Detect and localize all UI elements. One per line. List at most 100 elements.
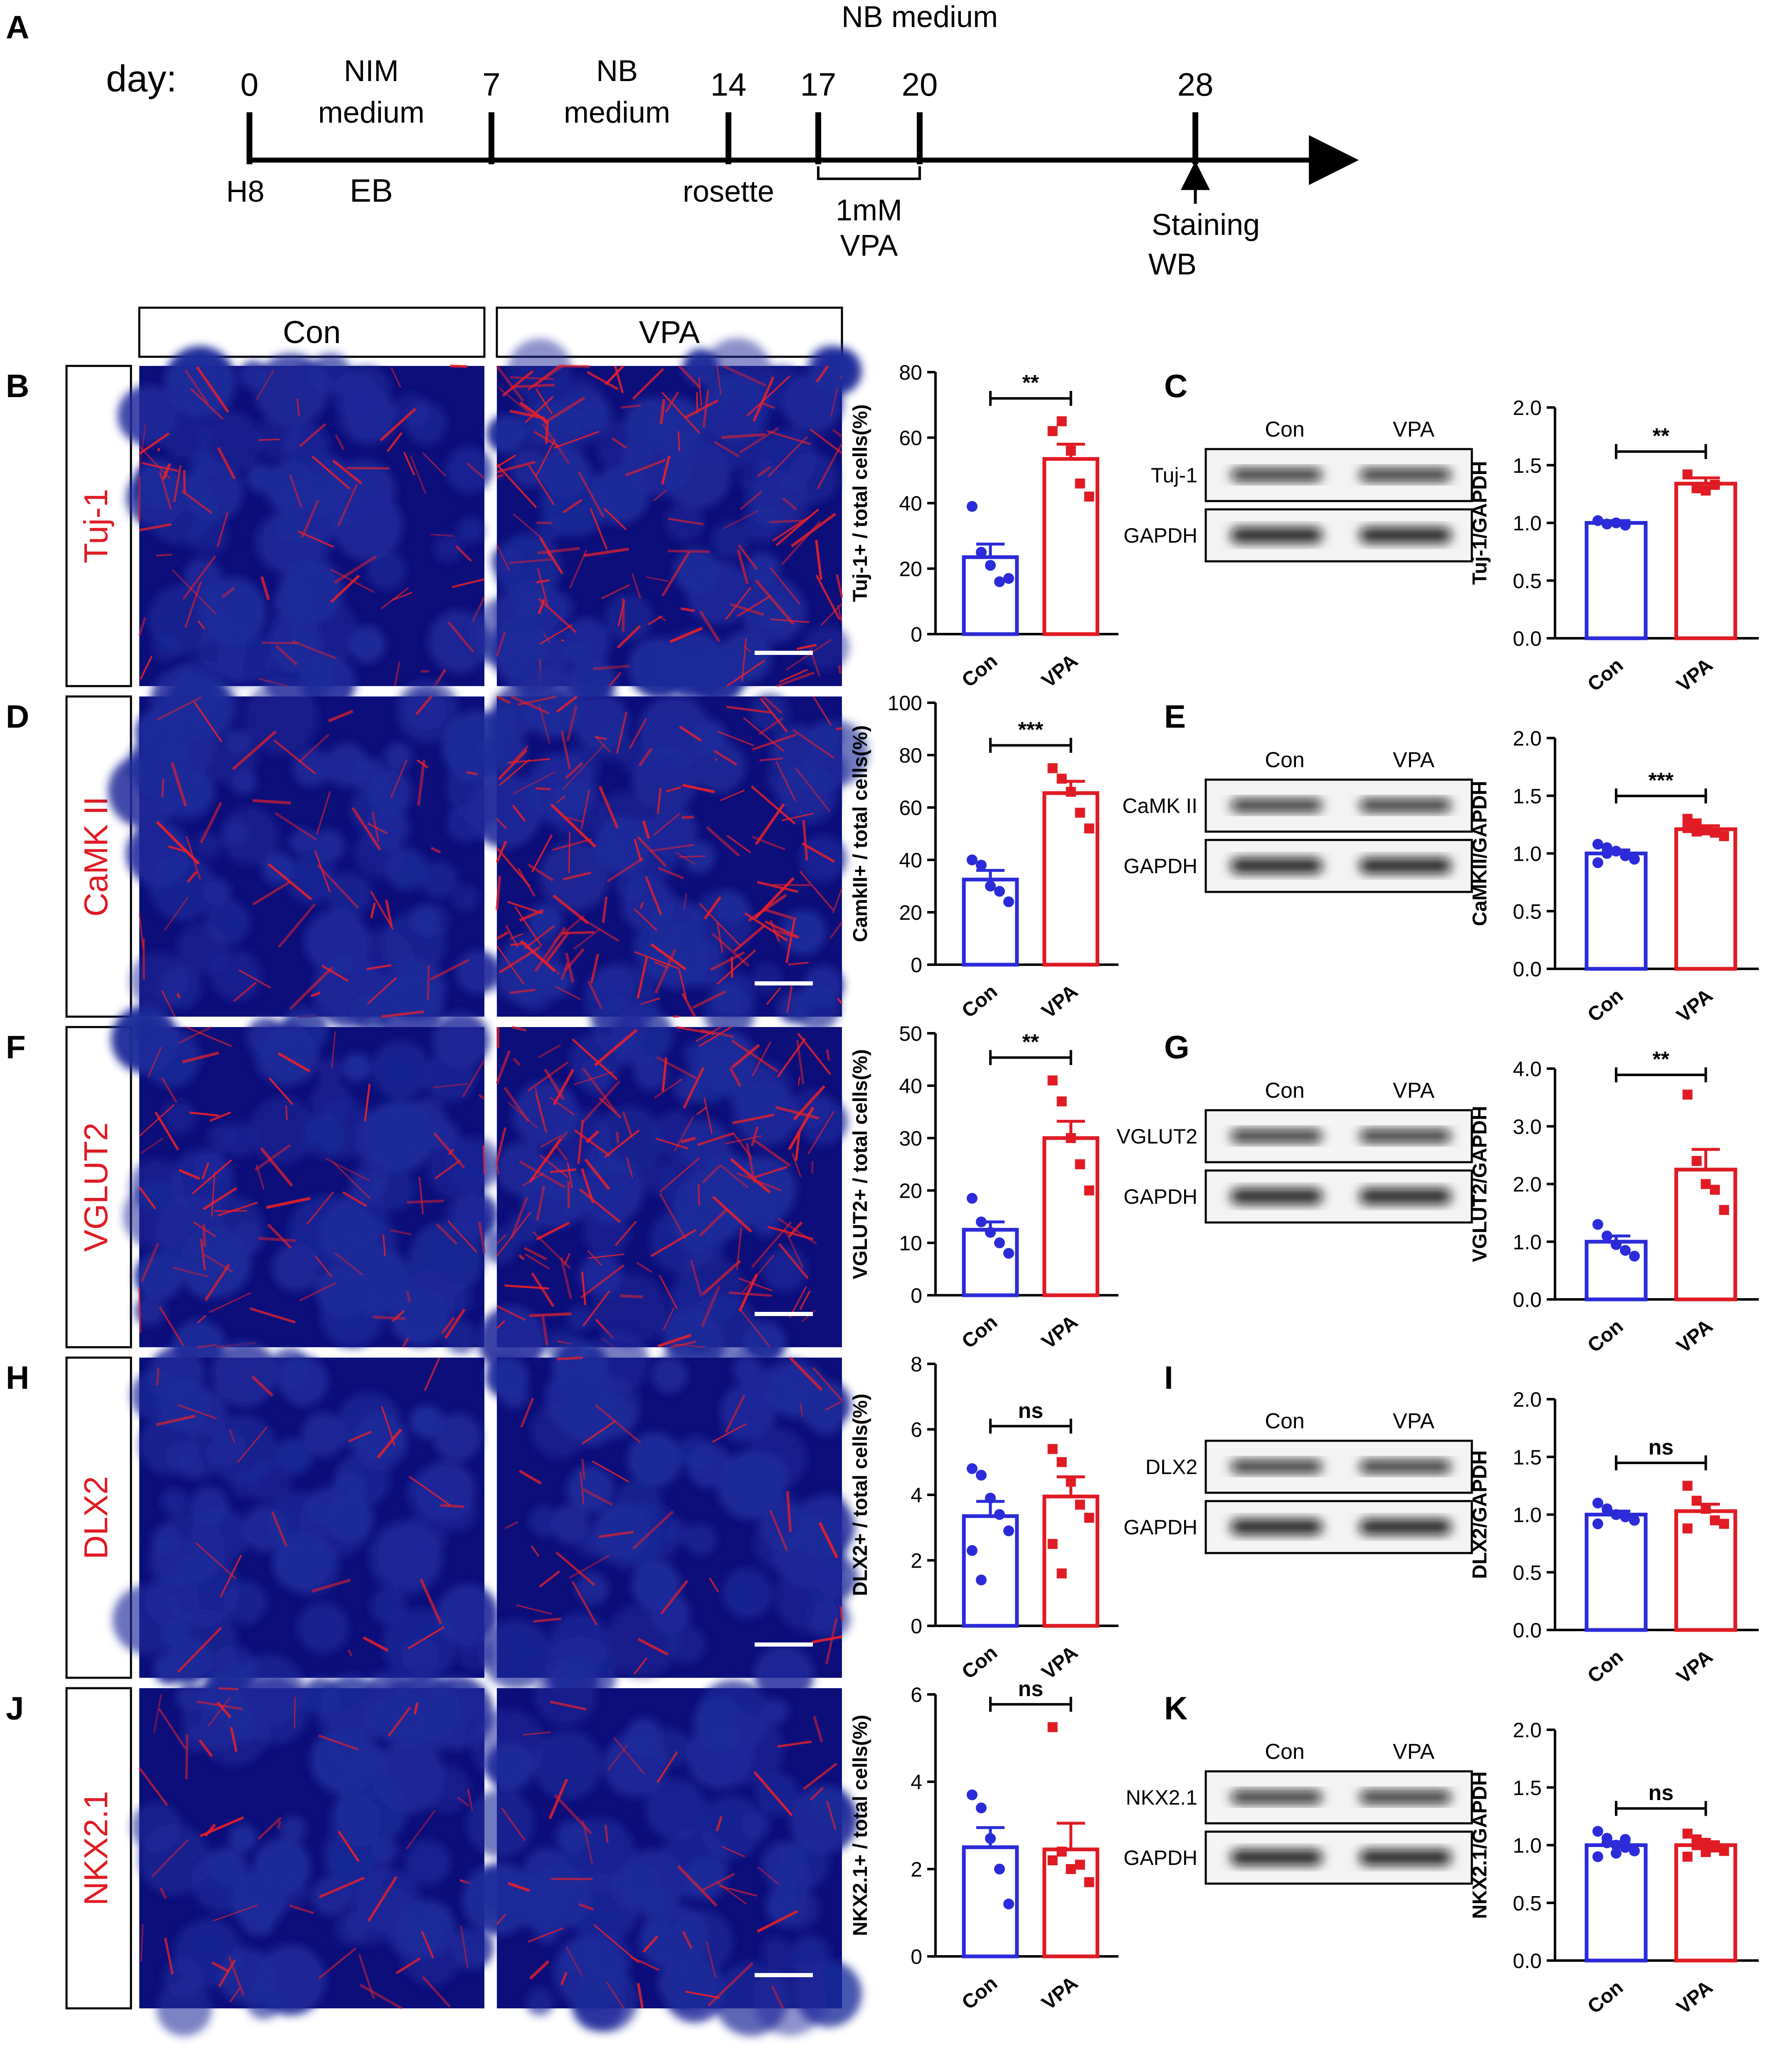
micrograph-con-3-nucleus [372,1041,429,1099]
blot-chart-1-y-label: Tuj-1/GAPDH [1469,461,1491,585]
quant-chart-2-x-label: VPA [1038,980,1082,1023]
quant-chart-3-point-vpa [1075,1159,1085,1169]
micrograph-con-5-nucleus [247,1984,282,2020]
quant-chart-1-point-vpa [1048,426,1058,436]
blot-chart-2-bar-vpa [1676,829,1735,969]
micrograph-con-1-fiber [158,448,159,451]
quant-chart-1-point-con [967,501,977,512]
label-rosette: rosette [683,175,774,208]
micrograph-vpa-1-fiber [769,521,803,522]
quant-chart-2-y-tick-label: 100 [888,691,922,715]
micrograph-con-3-nucleus [343,1053,371,1082]
blot-chart-2-point-vpa [1701,825,1711,835]
micrograph-con-5-nucleus [156,1981,212,2036]
western-blot-2-band-con [1231,859,1322,873]
quant-chart-5-y-tick-label: 4 [911,1771,922,1794]
micrograph-con-1-fiber [346,468,390,469]
micrograph-con-3-fiber [286,1106,287,1121]
micrograph-vpa-3-nucleus [612,1005,673,1065]
micrograph-con-4-nucleus [297,1602,348,1653]
blot-chart-5-point-con [1620,1834,1631,1845]
blot-chart-3-x-label: VPA [1673,1315,1717,1358]
micrograph-con-3-nucleus [135,1252,183,1300]
micrograph-con-3 [111,1005,501,1373]
panel-label-k: K [1164,1690,1187,1726]
micrograph-vpa-5-nucleus [741,1810,770,1840]
western-blot-3-band-label: VGLUT2 [1116,1125,1197,1148]
micrograph-con-4-nucleus [335,1453,390,1508]
micrograph-vpa-1-nucleus [524,585,566,628]
quant-chart-2-y-tick-label: 60 [899,796,922,820]
micrograph-con-3-nucleus [249,1096,317,1164]
quant-chart-5-point-con [967,1790,977,1800]
blot-chart-2-point-vpa [1710,828,1720,838]
quant-chart-4-point-vpa [1048,1539,1058,1549]
blot-chart-2-y-label: CaMKII/GAPDH [1469,781,1491,926]
western-blot-3-header-con: Con [1265,1079,1304,1103]
quant-chart-3-point-vpa [1057,1096,1067,1106]
blot-chart-5-point-con [1592,1826,1603,1837]
quant-chart-5-point-con [1003,1899,1014,1909]
western-blot-5-band-label: GAPDH [1123,1846,1197,1869]
blot-chart-4-point-con [1592,1498,1603,1509]
blot-chart-1-point-vpa [1692,483,1702,493]
quant-chart-3-point-con [1003,1248,1014,1259]
micrograph-con-5-nucleus [174,1919,243,1988]
micrograph-con-1-nucleus [190,450,217,477]
quant-chart-5-point-con [976,1803,987,1813]
quant-chart-4-point-con [985,1493,996,1504]
micrograph-vpa-2-fiber [557,971,558,975]
panel-label-c: C [1164,368,1187,404]
quant-chart-2-point-con [976,860,987,871]
panel-label-b: B [6,368,29,404]
quant-chart-3-point-vpa [1084,1185,1094,1195]
blot-chart-1-y-tick-label: 1.5 [1513,454,1542,477]
blot-chart-4-y-tick-label: 0.5 [1513,1561,1542,1584]
micrograph-con-2-nucleus [325,743,369,787]
blot-chart-5-point-con [1629,1845,1640,1856]
quant-chart-3-point-con [994,1237,1005,1248]
vpa-bracket [818,166,920,179]
quant-chart-2-y-tick-label: 20 [899,901,922,924]
western-blot-2-header-vpa: VPA [1393,748,1435,772]
micrograph-con-5-nucleus [280,1816,306,1843]
blot-chart-5-point-vpa [1683,1852,1693,1862]
micrograph-con-5-nucleus [139,1824,210,1895]
blot-chart-2-point-vpa [1683,814,1693,824]
quant-chart-4-y-tick-label: 6 [911,1418,922,1442]
micrograph-vpa-2-nucleus [793,984,840,1031]
micrograph-con-2-nucleus [211,950,262,1001]
western-blot-3-band-con [1231,1131,1322,1141]
micrograph-vpa-1-fiber [497,475,504,477]
quant-chart-4-point-con [967,1463,977,1474]
label-eb: EB [350,172,393,209]
quant-chart-1-point-vpa [1084,491,1094,501]
micrograph-vpa-4 [481,1331,858,1710]
western-blot-2-band-label: GAPDH [1123,854,1197,878]
quant-chart-2-point-vpa [1048,763,1058,773]
quant-chart-3-point-vpa [1066,1133,1076,1143]
micrograph-vpa-3-nucleus [694,1030,756,1092]
blot-chart-4-y-tick-label: 1.0 [1513,1504,1542,1527]
micrograph-con-4-nucleus [433,1413,481,1461]
micrograph-vpa-3 [478,1000,847,1374]
micrograph-vpa-1-nucleus [691,395,764,469]
western-blot-3-band-vpa [1360,1131,1451,1141]
quant-chart-1-point-con [1003,573,1014,584]
western-blot-4-band-label: DLX2 [1145,1455,1197,1479]
blot-chart-1-significance: ** [1653,424,1670,448]
micrograph-con-2-nucleus [194,832,221,859]
micrograph-vpa-1-nucleus [491,545,523,577]
micrograph-con-4-nucleus [337,1392,400,1455]
western-blot-3-header-vpa: VPA [1393,1079,1435,1103]
micrograph-vpa-1-nucleus [559,389,607,438]
panel-label-e: E [1164,698,1186,735]
micrograph-con-4-nucleus [378,1525,439,1587]
blot-chart-5-point-vpa [1692,1840,1702,1850]
